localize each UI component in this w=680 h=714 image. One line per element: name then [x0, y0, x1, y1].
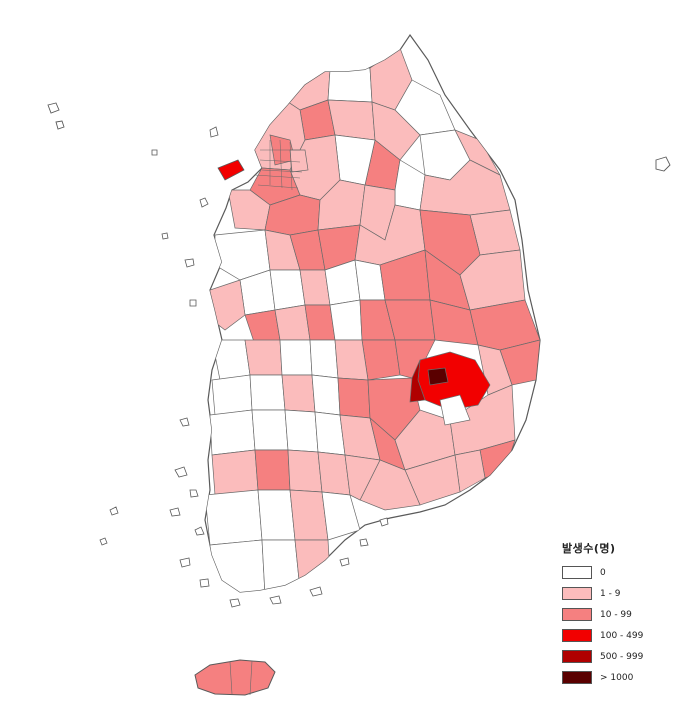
ulleungdo-island — [655, 156, 671, 172]
region-district — [361, 339, 401, 381]
legend-label: 100 - 499 — [600, 630, 644, 641]
region-district — [311, 374, 341, 416]
legend-label: 10 - 99 — [600, 609, 632, 620]
district-regions — [205, 47, 540, 592]
legend-item: > 1000 — [562, 667, 672, 688]
region-district — [459, 249, 526, 311]
legend-swatch — [562, 671, 592, 684]
region-district — [337, 377, 371, 419]
region-district — [254, 449, 291, 491]
region-district — [281, 374, 316, 413]
region-district — [371, 101, 421, 161]
region-district — [257, 489, 296, 541]
jeju-district-lines — [229, 660, 253, 696]
island-hotspot — [217, 159, 245, 181]
region-district — [209, 539, 266, 592]
legend-item: 10 - 99 — [562, 604, 672, 625]
region-district — [294, 539, 331, 591]
region-district — [344, 454, 381, 501]
region-district — [274, 304, 311, 341]
legend-title: 발생수(명) — [562, 542, 616, 555]
region-district — [284, 409, 319, 453]
legend-item: 1 - 9 — [562, 583, 672, 604]
region-district — [289, 489, 329, 541]
region-district — [327, 67, 373, 103]
region-district — [289, 149, 309, 173]
legend-label: 500 - 999 — [600, 651, 644, 662]
region-district — [287, 449, 323, 493]
legend-item: 100 - 499 — [562, 625, 672, 646]
region-district — [211, 374, 253, 416]
region-district — [334, 339, 369, 381]
region-district — [249, 374, 286, 411]
region-district — [211, 449, 259, 496]
region-district — [327, 99, 376, 141]
region-district — [329, 299, 363, 341]
region-district — [209, 409, 256, 456]
region-district — [251, 409, 289, 451]
region-district — [427, 367, 449, 386]
region-district — [205, 489, 263, 546]
legend-items: 0 1 - 9 10 - 99 100 - 499 500 - 999 > 10… — [562, 562, 672, 688]
region-district — [269, 269, 306, 311]
region-district — [439, 394, 471, 426]
northwest-island — [47, 102, 60, 114]
legend-swatch — [562, 608, 592, 621]
legend-swatch — [562, 650, 592, 663]
legend-label: 0 — [600, 567, 606, 578]
legend-swatch — [562, 629, 592, 642]
legend-swatch — [562, 566, 592, 579]
legend-label: 1 - 9 — [600, 588, 621, 599]
northwest-island — [55, 120, 65, 130]
jeju-island — [194, 659, 276, 696]
region-district — [261, 539, 301, 592]
region-district — [409, 359, 426, 403]
region-district — [279, 339, 313, 376]
region-district — [309, 339, 339, 379]
seoul-district-lines — [254, 139, 303, 191]
legend-label: > 1000 — [600, 672, 634, 683]
legend-item: 0 — [562, 562, 672, 583]
legend-item: 500 - 999 — [562, 646, 672, 667]
region-district — [244, 339, 283, 376]
legend-swatch — [562, 587, 592, 600]
map-legend: 발생수(명) 0 1 - 9 10 - 99 100 - 499 500 - 9… — [562, 540, 672, 688]
coastal-islands — [99, 126, 389, 608]
